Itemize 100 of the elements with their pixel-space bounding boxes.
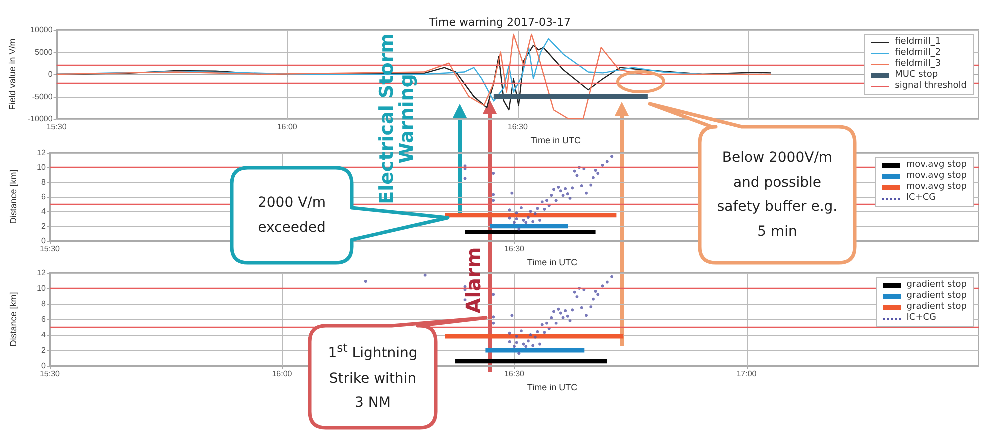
point	[552, 310, 556, 314]
y-tick-label: 2	[42, 346, 47, 355]
point	[524, 345, 528, 348]
point	[538, 342, 542, 346]
chart-title: Time warning 2017-03-17	[428, 16, 571, 29]
point	[492, 316, 496, 319]
point	[513, 345, 516, 348]
point	[524, 221, 528, 224]
legend-label: mov.avg stop	[906, 182, 967, 193]
point	[529, 334, 532, 336]
x-tick-label: 16:30	[504, 244, 526, 254]
legend-label: IC+CG	[906, 313, 937, 324]
x-tick-label: 17:00	[736, 370, 758, 378]
legend-label: mov.avg stop	[906, 160, 967, 171]
point	[596, 293, 600, 296]
x-tick-label: 15:30	[40, 244, 61, 254]
legend-label: gradient stop	[906, 302, 967, 313]
y-tick-label: -10000	[28, 114, 54, 124]
point	[554, 322, 558, 325]
legend-label: fieldmill_1	[895, 37, 942, 48]
point	[571, 308, 574, 312]
point	[515, 335, 518, 338]
point	[515, 218, 518, 220]
point	[592, 176, 595, 180]
point	[510, 192, 514, 195]
point	[564, 309, 568, 312]
y-tick-label: -5000	[32, 92, 54, 102]
x-tick-label: 16:30	[504, 370, 526, 378]
y-tick-label: 2	[42, 222, 47, 231]
point	[518, 352, 521, 356]
point	[522, 342, 526, 346]
point	[585, 192, 588, 195]
point	[492, 199, 496, 202]
point	[538, 218, 542, 222]
point	[520, 330, 523, 333]
y-tick-label: 8	[42, 178, 47, 187]
y-tick-label: 10000	[30, 26, 54, 34]
y-tick-label: 12	[37, 268, 47, 278]
point	[596, 172, 600, 176]
point	[610, 275, 614, 278]
point	[554, 199, 558, 202]
point	[536, 330, 540, 334]
point	[557, 186, 560, 189]
point	[580, 306, 584, 310]
point	[492, 293, 496, 296]
y-tick-label: 6	[42, 192, 47, 202]
point	[508, 332, 512, 335]
point	[534, 336, 537, 339]
point	[364, 280, 368, 284]
y-tick-label: 4	[42, 207, 47, 216]
y-tick-label: 4	[42, 330, 47, 340]
legend-label: gradient stop	[906, 280, 967, 291]
point	[573, 290, 576, 294]
point	[540, 200, 544, 204]
y-axis-title: Distance [km]	[8, 292, 18, 347]
point	[580, 184, 584, 188]
point	[590, 306, 593, 309]
point	[585, 314, 588, 318]
point	[562, 316, 565, 320]
point	[568, 196, 572, 200]
legend-label: fieldmill_2	[895, 48, 942, 59]
point	[573, 170, 576, 173]
point	[576, 174, 579, 178]
point	[520, 206, 523, 210]
annotation: 2000 V/m exceeded	[256, 194, 327, 238]
point	[515, 212, 518, 215]
point	[592, 298, 595, 301]
point	[576, 296, 579, 299]
point	[510, 314, 514, 318]
point	[534, 212, 537, 216]
point	[546, 199, 549, 202]
legend-label: signal threshold	[895, 81, 967, 92]
y-tick-label: 6	[42, 315, 47, 324]
point	[594, 290, 598, 294]
x-tick-label: 15:30	[46, 122, 68, 132]
point	[532, 344, 535, 348]
point	[562, 194, 565, 198]
point	[601, 164, 604, 167]
point	[513, 221, 516, 224]
y-tick-label: 10	[37, 163, 47, 172]
point	[559, 190, 562, 193]
point	[526, 340, 530, 343]
annotation: Electrical Storm Warning	[376, 32, 418, 206]
x-axis-title: Time in UTC	[527, 258, 578, 268]
point	[532, 220, 535, 224]
annotation: Below 2000V/m and possible safety buffer e.g. 5 min	[716, 149, 839, 242]
point	[508, 208, 512, 212]
point	[566, 314, 570, 318]
point	[568, 320, 572, 323]
x-tick-label: 15:30	[40, 370, 61, 378]
point	[610, 155, 614, 158]
y-tick-label: 0	[48, 70, 54, 79]
point	[543, 331, 546, 334]
y-tick-label: 0	[42, 362, 47, 370]
x-axis-title: Time in UTC	[527, 382, 578, 392]
point	[606, 160, 609, 164]
point	[508, 340, 512, 344]
point	[550, 194, 554, 198]
y-tick-label: 12	[37, 148, 47, 158]
point	[552, 188, 556, 192]
